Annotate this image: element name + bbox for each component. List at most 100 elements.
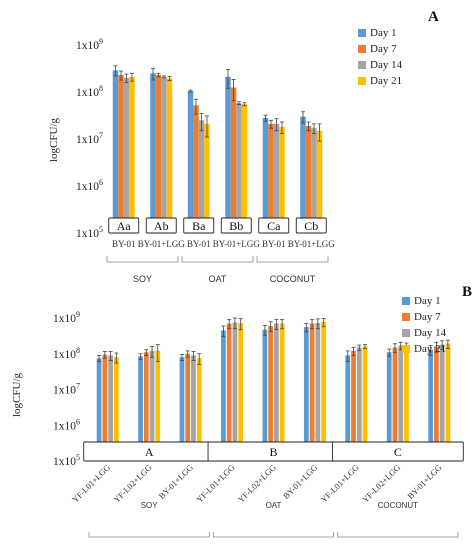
panel-letter: A: [428, 9, 439, 25]
y-tick-exponent: 6: [76, 417, 80, 426]
y-tick-exponent: 9: [99, 37, 103, 46]
x-tick-label: YF-L02+LGG: [236, 462, 278, 504]
group-label: OAT: [266, 501, 282, 510]
bar: [300, 116, 306, 233]
group-label: SOY: [133, 274, 152, 284]
legend-label: Day 1: [370, 27, 397, 39]
bar: [309, 323, 315, 461]
bar: [226, 323, 232, 461]
bar: [398, 345, 404, 461]
y-axis-label: logCFU/g: [48, 117, 60, 162]
bar: [386, 352, 392, 461]
x-tick-label: YF-L02+LGG: [111, 462, 153, 504]
bar: [166, 78, 173, 233]
bar: [149, 350, 155, 461]
bar: [262, 117, 269, 233]
bar: [315, 323, 321, 461]
legend-swatch: [358, 61, 366, 69]
y-tick-base: 1x10: [53, 385, 76, 397]
group-label: COCONUT: [270, 274, 316, 284]
y-tick-base: 1x10: [76, 40, 99, 52]
y-tick-label: 1x108: [53, 346, 80, 361]
x-tick-label: YF-L02+LGG: [360, 462, 402, 504]
bar: [362, 346, 368, 461]
legend-label: Day 1: [414, 295, 441, 307]
bar: [305, 125, 312, 233]
bar: [392, 347, 398, 461]
bar: [439, 344, 445, 461]
legend-label: Day 21: [370, 75, 402, 87]
bar: [262, 329, 268, 461]
bar: [155, 350, 161, 461]
bar: [204, 123, 210, 233]
bar: [143, 352, 149, 461]
bar: [123, 77, 130, 233]
bar: [316, 130, 323, 233]
bar: [118, 74, 124, 233]
bar: [112, 70, 119, 233]
significance-label: C: [394, 445, 402, 459]
bar: [404, 345, 409, 461]
significance-box: [183, 217, 215, 234]
bar: [232, 322, 238, 461]
legend-label: Day 7: [370, 43, 397, 55]
x-tick-label: YF-L01+LGG: [194, 462, 236, 504]
significance-box: [145, 217, 177, 234]
y-tick-label: 1x106: [76, 178, 103, 193]
group-bracket: [337, 532, 459, 538]
y-tick-label: 1x109: [53, 310, 80, 325]
group-label: OAT: [209, 274, 227, 284]
bar: [129, 76, 135, 234]
legend-swatch: [402, 345, 410, 353]
significance-label: A: [145, 445, 154, 459]
legend-label: Day 14: [414, 327, 447, 339]
y-tick-label: 1x109: [76, 37, 103, 52]
bar: [198, 120, 205, 233]
legend-label: Day 7: [414, 311, 441, 323]
y-tick-exponent: 7: [76, 382, 80, 391]
bar: [268, 325, 273, 461]
y-tick-label: 1x107: [76, 131, 103, 146]
y-tick-exponent: 8: [76, 346, 80, 355]
significance-label: Ba: [192, 219, 206, 233]
significance-label: Bb: [229, 219, 243, 233]
bar: [221, 330, 226, 461]
legend-swatch: [402, 297, 410, 305]
bar: [268, 123, 274, 233]
y-tick-exponent: 9: [76, 310, 80, 319]
y-tick-base: 1x10: [76, 181, 99, 193]
x-tick-label: BY-01+LGG: [138, 239, 186, 249]
y-tick-exponent: 6: [99, 178, 103, 187]
bar: [273, 123, 280, 233]
significance-box: [220, 217, 252, 234]
bar: [96, 358, 102, 461]
y-tick-label: 1x106: [53, 417, 80, 432]
significance-box: [295, 217, 327, 234]
bar: [191, 355, 196, 461]
bar: [311, 128, 317, 233]
significance-box: [108, 217, 140, 234]
bar: [138, 356, 143, 461]
bar: [274, 323, 279, 461]
bar: [236, 103, 242, 233]
x-tick-label: YF-L01+LGG: [319, 462, 361, 504]
bar: [193, 105, 199, 233]
legend-swatch: [358, 45, 366, 53]
bar: [185, 353, 191, 461]
group-bracket: [212, 532, 335, 538]
x-tick-label: BY-01+LGG: [281, 462, 320, 501]
bar: [356, 347, 362, 461]
bar: [161, 76, 167, 234]
significance-label: Aa: [117, 219, 132, 233]
significance-box: [331, 441, 464, 462]
group-bracket: [181, 256, 254, 263]
bar: [230, 87, 237, 234]
legend-swatch: [358, 77, 366, 85]
bar: [155, 74, 162, 233]
x-tick-label: BY-01+LGG: [157, 462, 196, 501]
y-tick-base: 1x10: [53, 313, 76, 325]
x-tick-label: BY-01: [187, 239, 211, 249]
y-tick-base: 1x10: [53, 420, 76, 432]
y-tick-label: 1x105: [53, 453, 80, 468]
bar: [428, 349, 434, 461]
